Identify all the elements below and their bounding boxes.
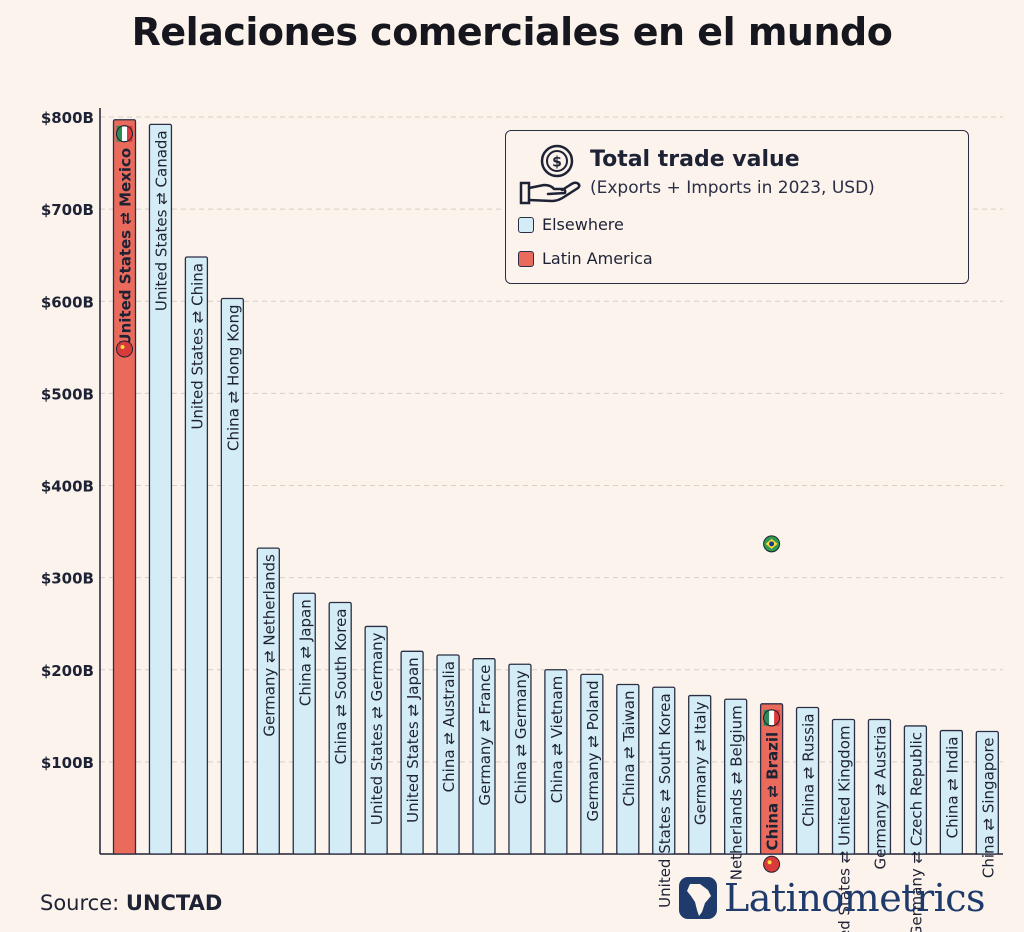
source-name: UNCTAD	[125, 891, 223, 915]
bar	[724, 698, 748, 855]
bar-label: United States ⇄ Canada	[152, 130, 170, 311]
bar-label: China ⇄ Russia	[800, 714, 818, 827]
bar-label: Germany ⇄ Netherlands	[260, 554, 278, 737]
flag-icon	[116, 340, 133, 358]
brand-logo: Latinometrics	[678, 876, 986, 920]
bar	[688, 694, 712, 855]
bar-label: China ⇄ Hong Kong	[224, 304, 242, 451]
svg-text:$: $	[552, 155, 562, 171]
bar	[184, 256, 209, 855]
y-tick-label: $400B	[41, 478, 94, 496]
bar	[652, 686, 676, 855]
y-tick-label: $300B	[41, 570, 94, 588]
money-hand-icon: $	[519, 144, 581, 205]
bar	[436, 654, 460, 855]
bar-label: China ⇄ South Korea	[332, 608, 350, 764]
bar	[292, 592, 316, 855]
bar-label: United States ⇄ South Korea	[656, 693, 674, 908]
brand-name: Latinometrics	[724, 876, 986, 920]
y-tick-label: $600B	[41, 293, 94, 311]
bar	[903, 725, 928, 855]
bar	[867, 718, 892, 855]
bar-label: Germany ⇄ France	[476, 665, 494, 806]
bar	[616, 683, 640, 855]
bar-label: China ⇄ Singapore	[979, 737, 997, 878]
bar	[400, 650, 424, 855]
y-tick-label: $800B	[41, 109, 94, 127]
legend-label-elsewhere: Elsewhere	[542, 215, 624, 234]
y-tick-label: $200B	[41, 662, 94, 680]
bar	[544, 669, 568, 855]
bar	[364, 625, 388, 855]
bar-label: United States ⇄ Mexico	[117, 148, 135, 346]
legend-swatch-elsewhere	[518, 216, 534, 233]
bar-label: China ⇄ Japan	[296, 599, 314, 706]
legend-title: Total trade value	[590, 147, 800, 172]
y-tick-label: $500B	[41, 385, 94, 403]
bar-label: Netherlands ⇄ Belgium	[728, 705, 746, 880]
flag-icon	[116, 125, 133, 143]
bar	[328, 601, 352, 855]
bar	[831, 718, 856, 855]
bar-label: Germany ⇄ Austria	[871, 725, 889, 869]
bar-label: Germany ⇄ Poland	[584, 680, 602, 821]
bar-label: China ⇄ Taiwan	[620, 690, 638, 806]
legend-item-elsewhere: Elsewhere	[518, 215, 624, 234]
latam-map-icon	[679, 877, 717, 919]
source-note: Source: UNCTAD	[40, 891, 222, 915]
legend-subtitle: (Exports + Imports in 2023, USD)	[590, 178, 875, 198]
bar	[580, 673, 604, 855]
bar	[256, 547, 280, 855]
bar	[795, 706, 820, 855]
bar	[472, 658, 496, 855]
legend-label-latin-america: Latin America	[542, 249, 653, 268]
bar	[939, 729, 963, 855]
source-prefix: Source:	[40, 891, 120, 915]
bar-label: China ⇄ Australia	[440, 661, 458, 792]
bar-label: United States ⇄ Japan	[404, 657, 422, 823]
bar-label: Germany ⇄ Italy	[692, 701, 710, 825]
bar	[220, 297, 245, 855]
bar-label: United States ⇄ United Kingdom	[836, 725, 854, 932]
y-tick-label: $700B	[41, 201, 94, 219]
flag-icon	[763, 709, 781, 727]
bar-label: China ⇄ Germany	[512, 670, 530, 804]
bar-label: China ⇄ Brazil	[764, 732, 782, 851]
chart-title: Relaciones comerciales en el mundo	[131, 10, 893, 54]
legend-box: $ Total trade value (Exports + Imports i…	[505, 130, 969, 284]
bar-label: Germany ⇄ Czech Republic	[907, 732, 925, 932]
bar-label: China ⇄ India	[943, 737, 961, 839]
flag-icon	[763, 535, 781, 553]
bar	[508, 663, 532, 855]
bar	[975, 730, 999, 855]
bar	[759, 703, 784, 855]
bar	[148, 123, 173, 855]
bar	[112, 119, 137, 855]
bar-label: China ⇄ Vietnam	[548, 676, 566, 803]
legend-item-latin-america: Latin America	[518, 249, 653, 268]
bar-label: United States ⇄ Germany	[368, 632, 386, 825]
bar-label: United States ⇄ China	[188, 263, 206, 430]
y-tick-label: $100B	[41, 754, 94, 772]
legend-swatch-latin-america	[518, 250, 534, 267]
flag-icon	[763, 855, 781, 873]
